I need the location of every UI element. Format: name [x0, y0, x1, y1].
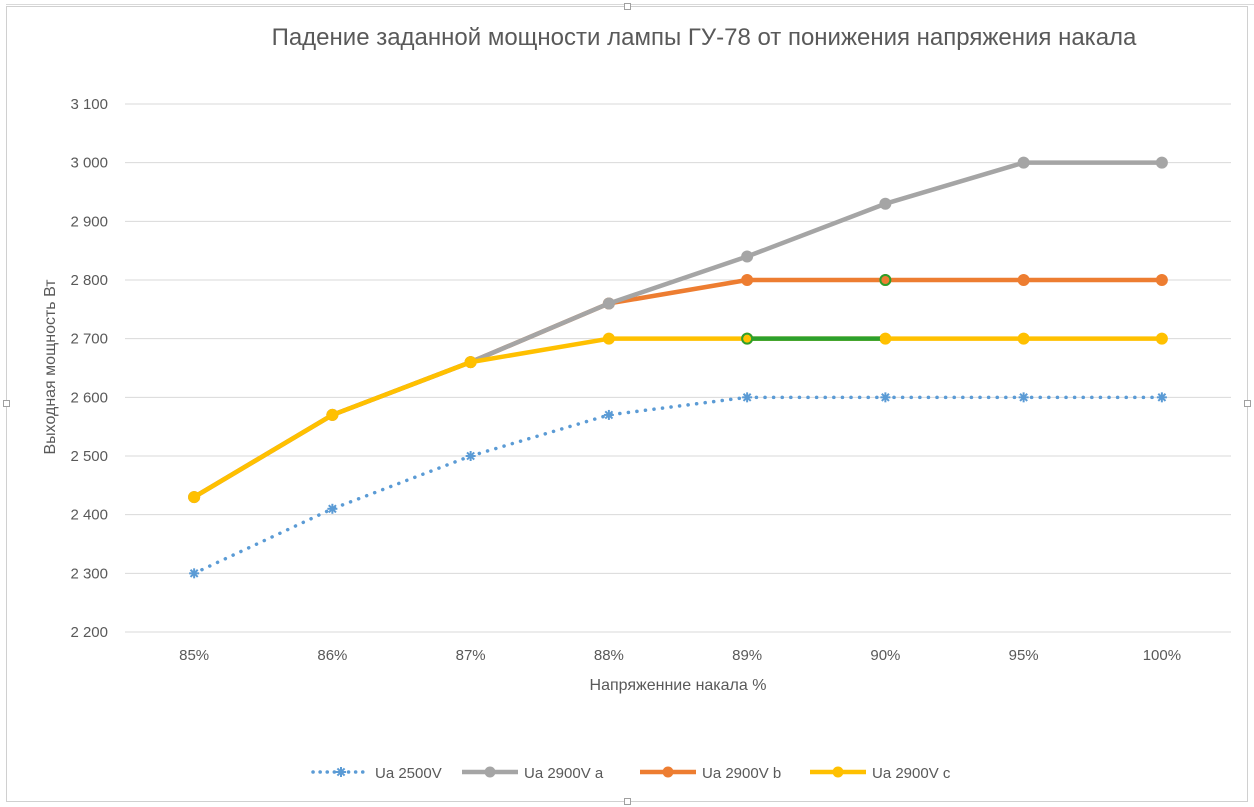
y-tick-label: 2 700 — [70, 331, 108, 348]
y-tick-label: 2 400 — [70, 507, 108, 524]
data-point — [602, 332, 615, 345]
data-point — [464, 356, 477, 369]
resize-handle-left[interactable] — [3, 400, 10, 407]
data-point — [189, 568, 200, 579]
legend-item-ua-2900v-c: Ua 2900V c — [810, 765, 951, 782]
legend-item-ua-2900v-a: Ua 2900V a — [462, 765, 604, 782]
resize-handle-right[interactable] — [1244, 400, 1251, 407]
series-ua-2900v-b — [188, 274, 1168, 504]
x-axis-title: Напряженние накала % — [590, 677, 767, 694]
x-tick-label: 85% — [179, 647, 209, 664]
x-tick-label: 87% — [456, 647, 486, 664]
x-tick-label: 86% — [317, 647, 347, 664]
series-ua-2500v — [189, 392, 1167, 579]
data-point — [1017, 274, 1030, 286]
y-tick-label: 2 200 — [70, 624, 108, 641]
data-point — [188, 491, 201, 504]
y-tick-label: 3 100 — [70, 96, 108, 113]
marker-stroke — [881, 393, 890, 402]
legend-swatch-marker — [484, 766, 496, 778]
legend: Ua 2500V Ua 2900V a Ua 2900V b Ua 2900V c — [311, 765, 951, 782]
legend-item-ua-2500v: Ua 2500V — [311, 765, 442, 782]
x-tick-label: 90% — [870, 647, 900, 664]
data-point — [326, 408, 339, 421]
resize-handle-top[interactable] — [624, 3, 631, 10]
x-tick-label: 88% — [594, 647, 624, 664]
y-axis-title: Выходная мощность Вт — [42, 279, 59, 455]
series-layer — [188, 156, 1168, 579]
data-point — [879, 197, 892, 210]
series-line — [191, 277, 1165, 500]
x-axis-tick-labels: 85% 86% 87% 88% 89% 90% 95% 100% — [179, 647, 1181, 664]
data-point — [1156, 392, 1167, 403]
series-line — [192, 395, 1164, 576]
y-axis-tick-labels: 2 200 2 300 2 400 2 500 2 600 2 700 2 800 2 900… — [70, 96, 108, 641]
series-line — [191, 336, 1165, 500]
marker-stroke — [466, 451, 475, 461]
resize-handle-bottom[interactable] — [624, 798, 631, 805]
legend-swatch-marker — [336, 767, 346, 777]
data-point — [327, 503, 338, 514]
y-tick-label: 2 300 — [70, 565, 108, 582]
data-point — [742, 392, 753, 403]
legend-label: Ua 2500V — [375, 765, 442, 782]
data-point — [1155, 156, 1168, 169]
marker-stroke — [336, 767, 346, 777]
marker-stroke — [1019, 393, 1028, 402]
series-ua-2900v-c — [188, 332, 1168, 504]
legend-swatch-marker — [662, 766, 674, 778]
y-tick-label: 2 800 — [70, 272, 108, 289]
data-point — [465, 451, 476, 461]
data-point — [879, 333, 891, 345]
chart-title: Падение заданной мощности лампы ГУ-78 от… — [272, 24, 1137, 51]
data-point — [741, 274, 754, 286]
data-point — [603, 409, 614, 420]
marker-stroke — [328, 504, 337, 514]
data-point — [1155, 332, 1168, 345]
legend-label: Ua 2900V a — [524, 765, 604, 782]
data-point — [1155, 274, 1168, 286]
data-point — [880, 392, 891, 403]
legend-label: Ua 2900V c — [872, 765, 951, 782]
legend-item-ua-2900v-b: Ua 2900V b — [640, 765, 781, 782]
marker-stroke — [1157, 393, 1167, 402]
chart-area[interactable] — [3, 3, 1251, 805]
y-tick-label: 2 500 — [70, 448, 108, 465]
gridlines — [125, 103, 1231, 633]
series-line — [191, 160, 1165, 500]
data-point — [602, 297, 615, 310]
x-tick-label: 100% — [1143, 647, 1181, 664]
y-tick-label: 2 600 — [70, 389, 108, 406]
highlight-annotations — [741, 274, 892, 345]
highlight-point — [879, 274, 892, 286]
data-point — [1018, 392, 1029, 403]
y-tick-label: 2 900 — [70, 213, 108, 230]
data-point — [1017, 332, 1030, 345]
legend-swatch-marker — [832, 766, 844, 778]
series-ua-2900v-a — [188, 156, 1168, 504]
marker-stroke — [189, 569, 199, 578]
x-tick-label: 95% — [1009, 647, 1039, 664]
y-tick-label: 3 000 — [70, 155, 108, 172]
highlight-point — [741, 332, 754, 345]
data-point — [741, 250, 754, 263]
legend-label: Ua 2900V b — [702, 765, 781, 782]
x-tick-label: 89% — [732, 647, 762, 664]
data-point — [1017, 156, 1030, 169]
marker-stroke — [604, 410, 614, 420]
marker-stroke — [742, 393, 752, 402]
